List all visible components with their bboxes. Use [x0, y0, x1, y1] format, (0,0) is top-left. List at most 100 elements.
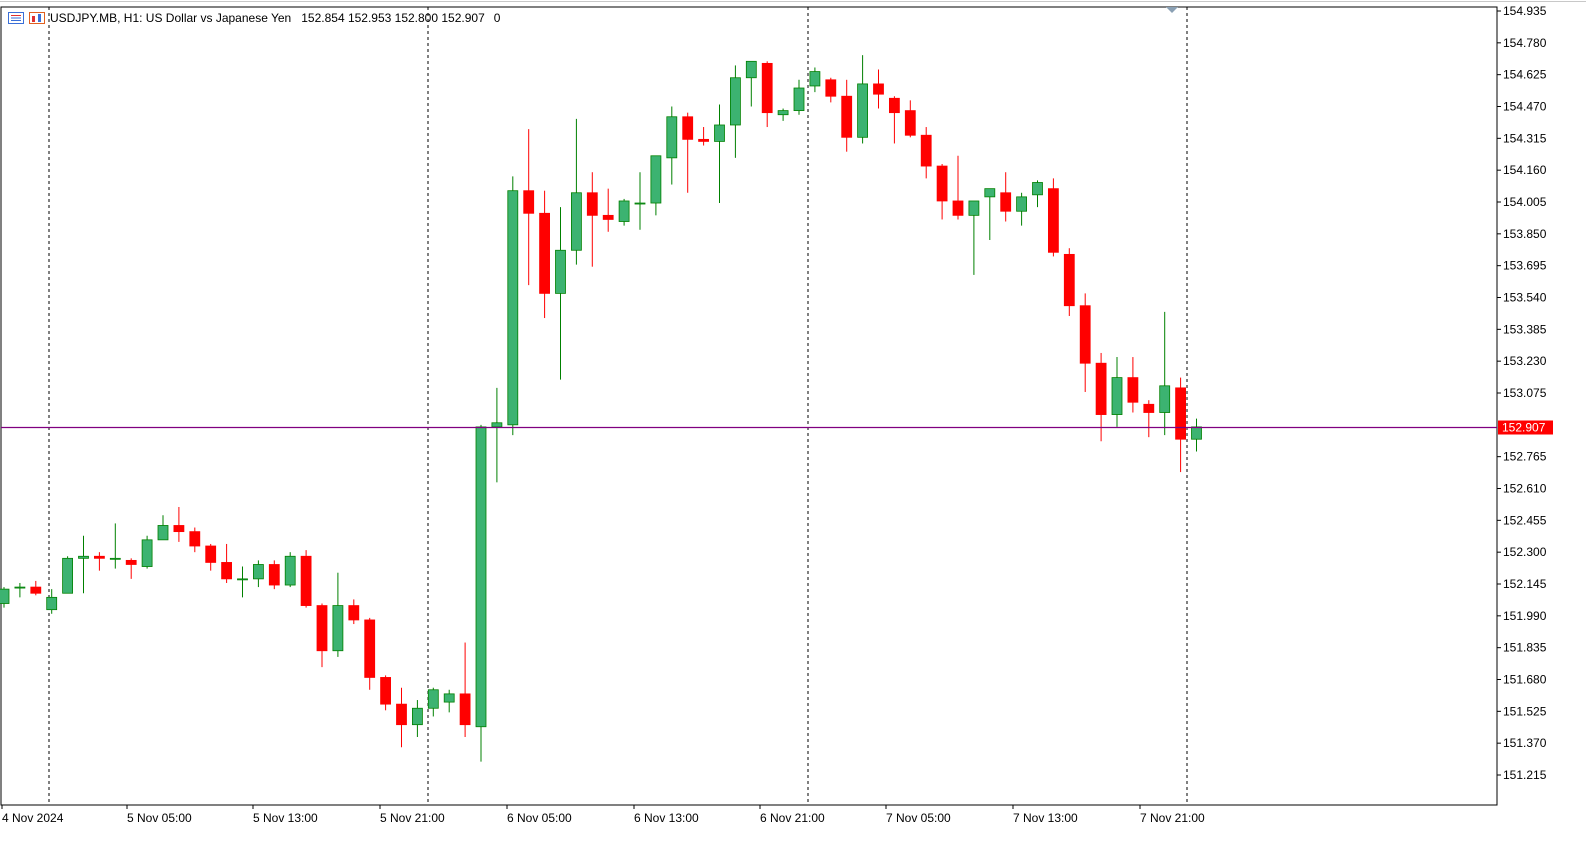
candle[interactable]: [1016, 196, 1027, 212]
candle[interactable]: [523, 190, 535, 214]
candle[interactable]: [952, 200, 964, 216]
candle[interactable]: [745, 60, 757, 79]
candle[interactable]: [237, 578, 248, 581]
candle[interactable]: [698, 138, 709, 142]
candle[interactable]: [1032, 182, 1043, 196]
symbol-description: USDJPY.MB, H1: US Dollar vs Japanese Yen: [50, 11, 292, 25]
y-tick-label: 153.850: [1503, 227, 1547, 241]
candle[interactable]: [1191, 426, 1202, 440]
y-tick-label: 153.695: [1503, 259, 1547, 273]
candle[interactable]: [650, 155, 662, 204]
y-tick-label: 154.935: [1503, 4, 1547, 18]
ohlc-values: 152.854 152.953 152.800 152.907: [301, 11, 485, 25]
candle[interactable]: [94, 555, 105, 559]
candle[interactable]: [809, 71, 821, 87]
candle[interactable]: [602, 214, 614, 220]
candle[interactable]: [555, 249, 566, 294]
candle[interactable]: [109, 557, 121, 560]
candle[interactable]: [889, 97, 900, 114]
candle[interactable]: [252, 564, 264, 580]
candle[interactable]: [873, 83, 884, 95]
candle[interactable]: [173, 525, 185, 533]
candle[interactable]: [0, 588, 10, 604]
candle[interactable]: [348, 605, 360, 621]
y-tick-label: 154.780: [1503, 36, 1547, 50]
candle[interactable]: [141, 539, 153, 567]
chart-window-icon[interactable]: [29, 12, 45, 24]
candle[interactable]: [618, 200, 630, 222]
candle[interactable]: [793, 87, 805, 112]
candle[interactable]: [714, 124, 725, 142]
candle[interactable]: [1095, 362, 1107, 415]
candle[interactable]: [157, 525, 169, 541]
chart-list-icon[interactable]: [8, 12, 24, 24]
candle[interactable]: [443, 693, 455, 703]
candle[interactable]: [1079, 305, 1091, 364]
candle[interactable]: [825, 79, 837, 97]
candle[interactable]: [666, 116, 678, 159]
candle[interactable]: [380, 677, 392, 705]
x-tick-label: 4 Nov 2024: [2, 811, 64, 825]
candle[interactable]: [316, 605, 328, 652]
x-tick-label: 6 Nov 21:00: [760, 811, 825, 825]
candle[interactable]: [284, 555, 296, 586]
candle[interactable]: [221, 562, 233, 580]
candle[interactable]: [78, 555, 89, 559]
y-tick-label: 154.625: [1503, 68, 1547, 82]
candle[interactable]: [841, 95, 853, 138]
candle[interactable]: [1000, 192, 1012, 212]
candle[interactable]: [300, 555, 312, 606]
candle[interactable]: [1175, 387, 1186, 440]
y-tick-label: 154.005: [1503, 195, 1547, 209]
candle[interactable]: [920, 134, 932, 167]
candle[interactable]: [364, 619, 376, 678]
candle[interactable]: [634, 202, 646, 205]
shift-marker-icon[interactable]: [1166, 7, 1178, 13]
candle[interactable]: [396, 703, 407, 726]
candle[interactable]: [427, 689, 439, 709]
candle[interactable]: [475, 426, 487, 728]
candle[interactable]: [904, 110, 916, 136]
candle[interactable]: [730, 77, 741, 126]
candle[interactable]: [411, 707, 423, 726]
y-tick-label: 154.315: [1503, 131, 1547, 145]
current-price-label-bg: [1498, 420, 1553, 435]
y-tick-label: 152.455: [1503, 513, 1547, 527]
chart-header: USDJPY.MB, H1: US Dollar vs Japanese Yen…: [8, 11, 500, 25]
candle[interactable]: [1143, 403, 1155, 413]
candle[interactable]: [62, 557, 73, 594]
candle[interactable]: [1111, 377, 1123, 415]
candle[interactable]: [507, 190, 519, 426]
candle[interactable]: [30, 586, 42, 594]
candle[interactable]: [1159, 385, 1171, 413]
candle[interactable]: [491, 422, 503, 428]
candle[interactable]: [189, 531, 201, 547]
candle[interactable]: [1063, 253, 1075, 307]
y-tick-label: 153.385: [1503, 322, 1547, 336]
candle[interactable]: [936, 165, 948, 202]
candle[interactable]: [125, 559, 137, 565]
candle[interactable]: [777, 110, 789, 116]
candle[interactable]: [268, 564, 280, 586]
candle[interactable]: [571, 192, 582, 251]
candle[interactable]: [205, 545, 217, 563]
x-tick-label: 5 Nov 13:00: [253, 811, 318, 825]
candle[interactable]: [968, 200, 980, 216]
candle[interactable]: [332, 605, 344, 652]
candle[interactable]: [984, 188, 996, 198]
candle[interactable]: [539, 212, 550, 294]
current-price-label: 152.907: [1502, 421, 1546, 435]
candle[interactable]: [857, 83, 868, 138]
candle[interactable]: [586, 192, 598, 216]
candle[interactable]: [1127, 377, 1139, 403]
candle[interactable]: [682, 116, 694, 140]
y-tick-label: 152.765: [1503, 450, 1547, 464]
candle[interactable]: [459, 693, 471, 726]
candle[interactable]: [46, 596, 58, 611]
candle[interactable]: [1048, 188, 1059, 253]
candle[interactable]: [761, 62, 773, 114]
candle[interactable]: [14, 586, 26, 589]
y-tick-label: 151.370: [1503, 736, 1547, 750]
